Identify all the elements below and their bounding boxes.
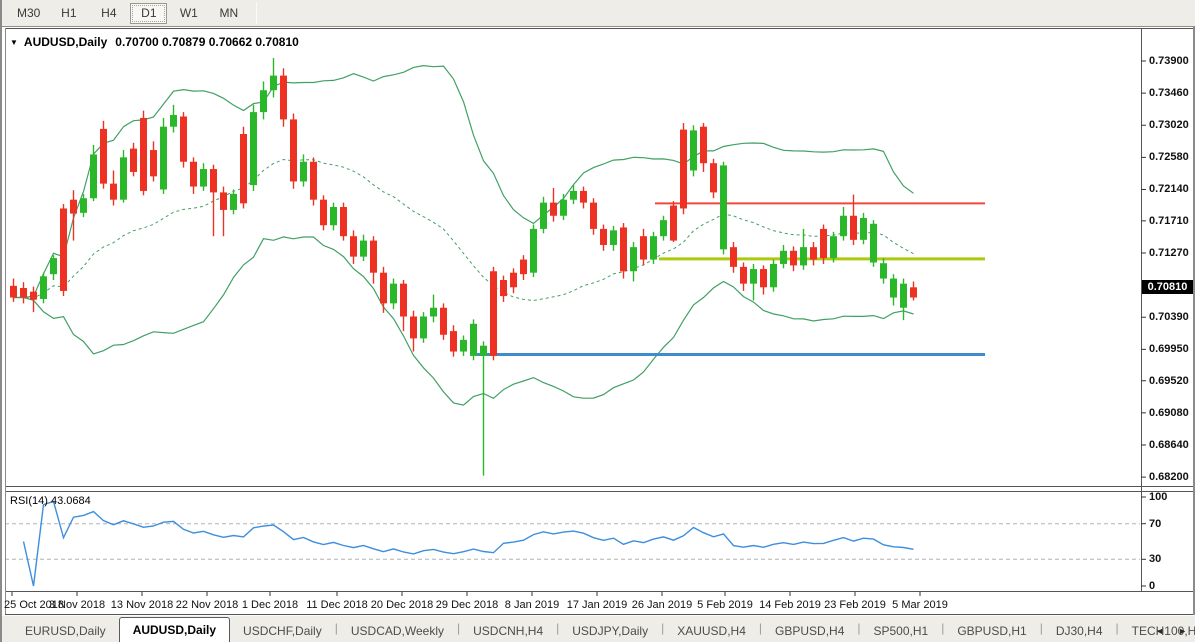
tab-divider: | xyxy=(857,621,861,635)
price-tick: 0.73900 xyxy=(1149,55,1189,67)
chart-dropdown-icon[interactable]: ▼ xyxy=(10,38,18,47)
date-tick: 23 Feb 2019 xyxy=(824,599,886,611)
chart-window[interactable]: ▼ AUDUSD,Daily 0.70700 0.70879 0.70662 0.7… xyxy=(2,27,1193,615)
rsi-indicator-label: RSI(14) 43.0684 xyxy=(10,495,91,507)
chart-title-symbol: AUDUSD,Daily xyxy=(23,35,108,49)
symbol-tabbar: EURUSD,Daily AUDUSD,Daily USDCHF,Daily | USD… xyxy=(2,615,1195,642)
tab-usdcad-weekly[interactable]: USDCAD,Weekly xyxy=(350,624,444,638)
tab-usdchf-daily[interactable]: USDCHF,Daily xyxy=(243,624,322,638)
timeframe-button-m30[interactable]: M30 xyxy=(17,6,41,20)
toolbar-separator xyxy=(256,2,258,24)
date-tick: 26 Jan 2019 xyxy=(631,599,693,611)
price-tick: 0.69080 xyxy=(1149,406,1189,419)
date-tick: 20 Dec 2018 xyxy=(370,599,434,611)
date-tick: 29 Dec 2018 xyxy=(435,599,499,611)
price-tick: 0.69950 xyxy=(1149,343,1189,356)
price-tick: 0.73020 xyxy=(1149,119,1189,132)
date-tick: 14 Feb 2019 xyxy=(759,599,821,611)
tab-sp500-h1[interactable]: SP500,H1 xyxy=(873,624,929,638)
tab-divider: | xyxy=(457,621,461,635)
rsi-value: 43.0684 xyxy=(50,495,91,507)
tab-divider: | xyxy=(556,621,560,635)
chart-title-ohlc: 0.70700 0.70879 0.70662 0.70810 xyxy=(115,35,299,49)
tab-divider: | xyxy=(758,621,763,635)
current-price-badge: 0.70810 xyxy=(1142,279,1193,294)
date-tick: 22 Nov 2018 xyxy=(175,599,239,611)
tab-divider: | xyxy=(661,621,665,635)
price-tick: 0.72140 xyxy=(1149,183,1189,196)
tab-usdcnh-h4[interactable]: USDCNH,H4 xyxy=(473,624,544,638)
date-tick: 3 Nov 2018 xyxy=(48,599,106,611)
tab-divider: | xyxy=(1039,621,1043,635)
date-tick: 5 Feb 2019 xyxy=(697,599,753,611)
tab-scroll-left-icon[interactable]: ◄ xyxy=(1155,626,1165,636)
timeframe-toolbar: M30 H1 H4 D1 W1 MN xyxy=(2,0,1195,27)
date-tick: 8 Jan 2019 xyxy=(504,599,560,611)
tab-tech100-h1[interactable]: TECH100,H1 xyxy=(1131,624,1195,638)
timeframe-button-mn[interactable]: MN xyxy=(219,6,239,20)
rsi-name: RSI(14) xyxy=(10,495,48,507)
tab-usdjpy-daily[interactable]: USDJPY,Daily xyxy=(572,624,649,638)
date-tick: 5 Mar 2019 xyxy=(892,599,948,611)
tab-gbpusd-h4[interactable]: GBPUSD,H4 xyxy=(775,624,845,638)
tab-eurusd-daily[interactable]: EURUSD,Daily xyxy=(25,624,106,638)
tab-xauusd-h4[interactable]: XAUUSD,H4 xyxy=(677,624,746,638)
price-tick: 0.71710 xyxy=(1149,214,1189,227)
tab-scroll-right-icon[interactable]: ► xyxy=(1178,626,1187,636)
tab-dj30-h4[interactable]: DJ30,H4 xyxy=(1055,624,1103,638)
price-tick: 0.68640 xyxy=(1149,438,1189,451)
price-tick: 0.73460 xyxy=(1149,87,1189,100)
rsi-tick: 30 xyxy=(1149,553,1162,566)
date-tick: 13 Nov 2018 xyxy=(110,599,174,611)
tab-divider: | xyxy=(334,621,338,635)
tab-scroll-arrows: ◄ ► xyxy=(1155,626,1187,636)
date-tick: 1 Dec 2018 xyxy=(241,599,299,611)
rsi-tick: 70 xyxy=(1149,517,1162,530)
tab-divider: | xyxy=(1115,621,1119,635)
price-tick: 0.71270 xyxy=(1149,246,1189,259)
timeframe-button-h1[interactable]: H1 xyxy=(61,6,77,20)
tab-audusd-daily[interactable]: AUDUSD,Daily xyxy=(118,617,231,642)
date-tick: 17 Jan 2019 xyxy=(566,599,628,611)
price-tick: 0.68200 xyxy=(1149,471,1189,484)
rsi-tick: 0 xyxy=(1149,580,1156,592)
price-tick: 0.72580 xyxy=(1149,151,1189,164)
price-tick: 0.70390 xyxy=(1149,311,1189,324)
tab-divider: | xyxy=(941,621,945,635)
chart-title: ▼ AUDUSD,Daily 0.70700 0.70879 0.70662 0.7… xyxy=(10,35,299,49)
tab-gbpusd-h1[interactable]: GBPUSD,H1 xyxy=(957,624,1027,638)
date-tick: 11 Dec 2018 xyxy=(306,599,368,611)
rsi-tick: 100 xyxy=(1149,491,1168,503)
date-tick: 25 Oct 2018 xyxy=(4,599,64,611)
timeframe-button-d1[interactable]: D1 xyxy=(130,2,168,24)
price-tick: 0.69520 xyxy=(1149,374,1189,387)
chart-canvas[interactable] xyxy=(2,27,1193,615)
timeframe-button-w1[interactable]: W1 xyxy=(179,6,198,20)
timeframe-button-h4[interactable]: H4 xyxy=(101,6,117,20)
